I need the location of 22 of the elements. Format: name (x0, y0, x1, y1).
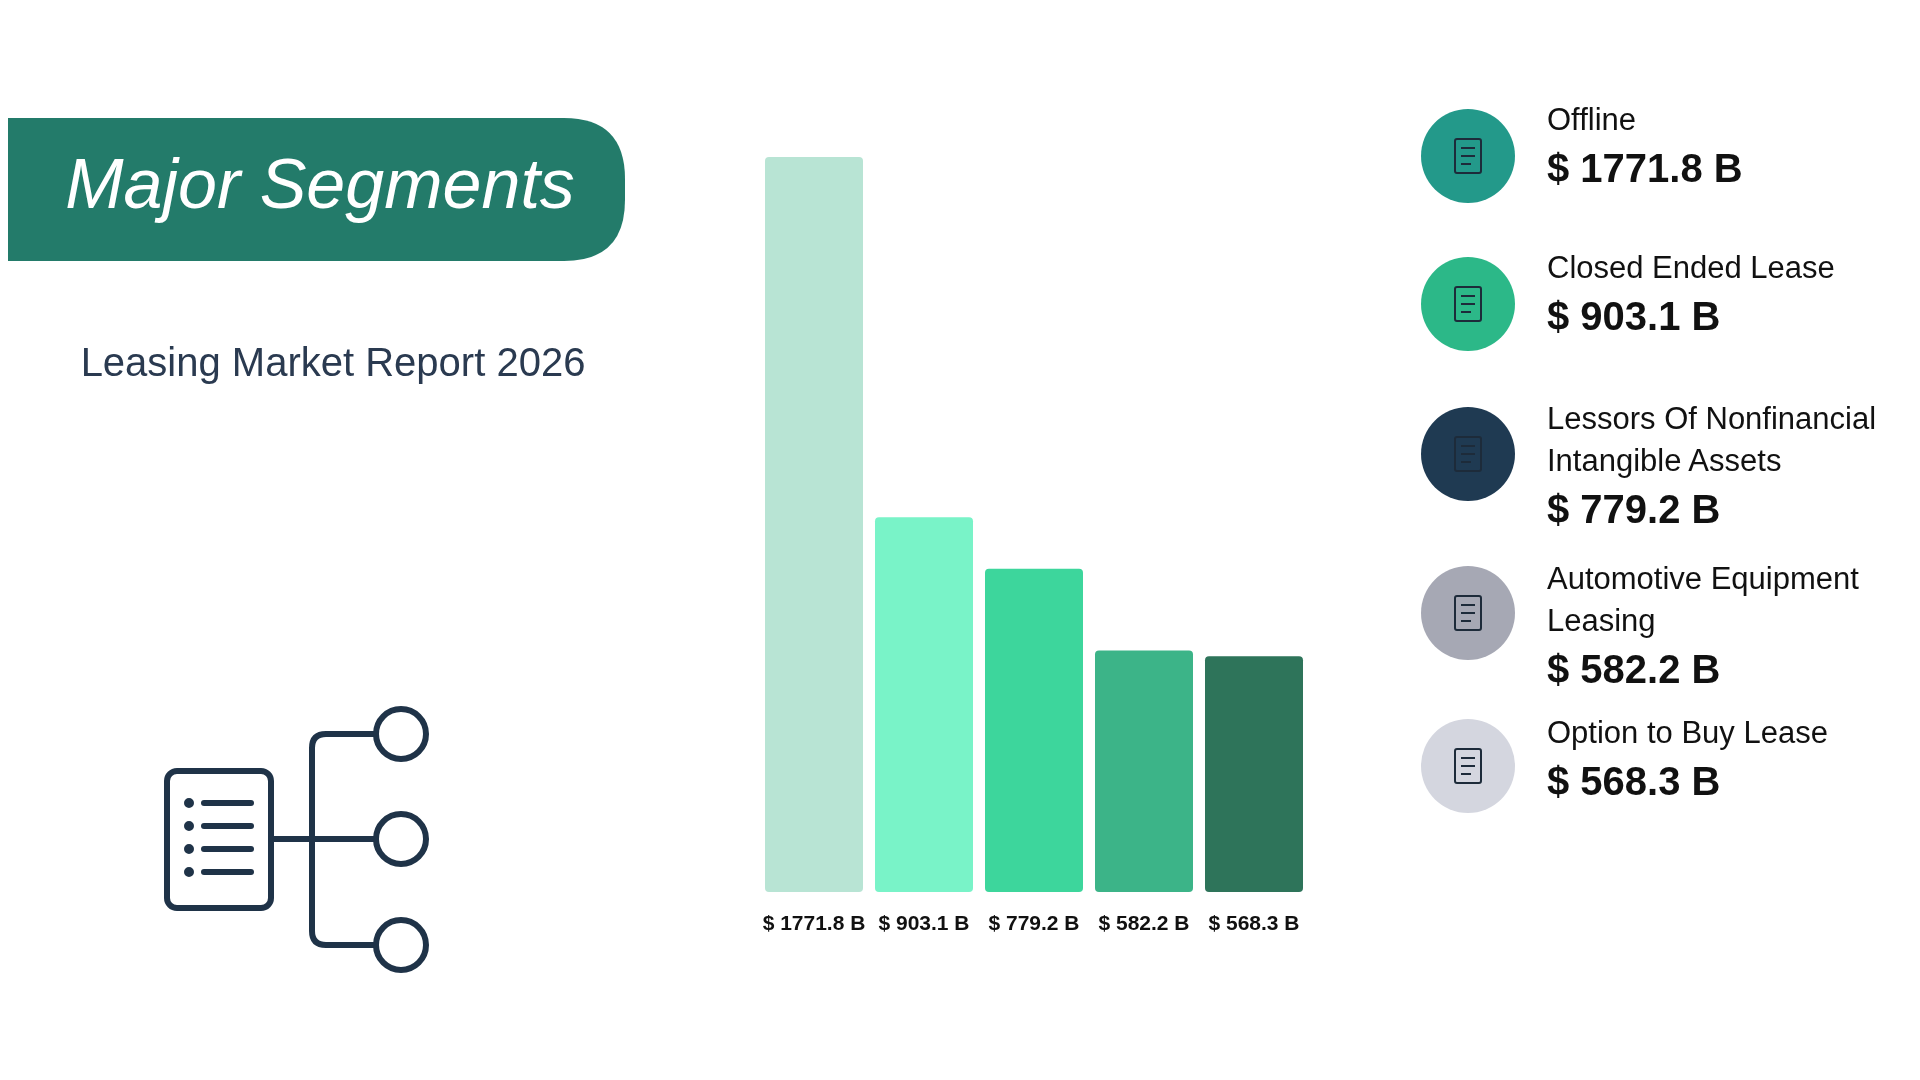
data-label: $ 1771.8 B (762, 911, 866, 934)
text: Leasing Market Report 2026 (80, 339, 586, 384)
data-label: $ 582.2 B (1098, 911, 1190, 934)
text: Automotive Equipment Leasing (1547, 561, 1860, 639)
text: Offline (1547, 102, 1637, 138)
text: $ 1771.8 B (1547, 145, 1743, 190)
data-label: $ 568.3 B (1208, 911, 1300, 934)
text: Lessors Of Nonfinancial Intangible Assets (1547, 401, 1877, 479)
bar (985, 568, 1083, 892)
bar (1095, 650, 1193, 892)
text: Option to Buy Lease (1547, 715, 1828, 751)
data-label: $ 903.1 B (878, 911, 970, 934)
chart-title: Major Segments (65, 145, 575, 224)
bar (1205, 656, 1303, 892)
text: $ 582.2 B (1547, 646, 1721, 691)
text: $ 903.1 B (1547, 293, 1721, 338)
text: $ 568.3 B (1547, 758, 1721, 803)
bar (875, 517, 973, 892)
text: $ 779.2 B (1547, 486, 1721, 531)
text: Closed Ended Lease (1547, 250, 1835, 286)
data-label: $ 779.2 B (988, 911, 1080, 934)
bar (765, 157, 863, 892)
